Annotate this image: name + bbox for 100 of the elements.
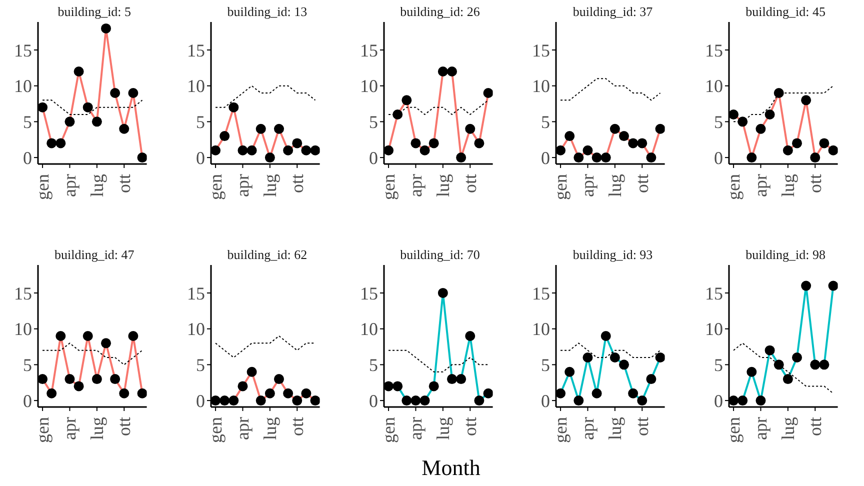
x-tick-label: apr — [750, 416, 771, 440]
point — [238, 145, 248, 156]
point — [210, 145, 220, 156]
point — [756, 124, 766, 134]
y-tick-label: 5 — [23, 112, 32, 132]
point — [646, 374, 657, 384]
point — [583, 145, 594, 156]
point — [310, 396, 320, 406]
point — [256, 396, 266, 406]
x-tick-label: apr — [232, 416, 253, 440]
y-tick-label: 10 — [705, 319, 724, 340]
chart-title: building_id: 70 — [399, 247, 481, 263]
y-tick-label: 5 — [541, 112, 550, 132]
point — [774, 88, 784, 98]
line-series — [388, 350, 488, 372]
point — [746, 366, 757, 377]
point — [74, 381, 84, 392]
point — [729, 396, 739, 406]
point — [738, 116, 748, 127]
point — [401, 396, 412, 406]
x-tick-label: gen — [724, 174, 744, 200]
point — [628, 388, 638, 398]
y-tick-label: 0 — [368, 390, 378, 411]
point — [110, 88, 120, 98]
x-tick-label: lug — [86, 416, 107, 440]
x-tick-label: lug — [86, 174, 107, 197]
point — [410, 396, 420, 406]
x-tick-label: gen — [32, 174, 53, 200]
x-tick-label: lug — [260, 174, 280, 197]
x-tick-label: apr — [405, 416, 426, 440]
x-tick-label: lug — [605, 174, 626, 197]
point — [610, 352, 620, 363]
point — [783, 374, 794, 384]
y-tick-label: 15 — [532, 40, 550, 60]
y-tick-label: 10 — [186, 76, 205, 96]
point — [46, 388, 57, 398]
y-tick-label: 5 — [714, 355, 724, 376]
point — [219, 131, 230, 142]
x-tick-label: gen — [32, 416, 53, 443]
point — [228, 102, 238, 112]
x-tick-label: apr — [578, 174, 598, 197]
point — [819, 360, 830, 370]
y-tick-label: 15 — [14, 283, 32, 304]
x-tick-label: gen — [550, 174, 571, 200]
point — [219, 396, 230, 406]
x-tick-label: apr — [405, 174, 426, 197]
y-tick-label: 15 — [186, 40, 205, 60]
point — [64, 374, 75, 384]
point — [92, 116, 102, 127]
chart-title: building_id: 47 — [53, 247, 136, 263]
y-tick-label: 10 — [360, 76, 378, 96]
chart-title: building_id: 26 — [399, 4, 481, 20]
y-tick-label: 10 — [532, 319, 550, 340]
point — [392, 381, 402, 392]
x-tick-label: ott — [286, 174, 307, 193]
point — [482, 88, 492, 98]
point — [764, 110, 775, 120]
y-tick-label: 0 — [714, 390, 724, 411]
point — [619, 360, 630, 370]
y-tick-label: 15 — [14, 40, 32, 60]
point — [474, 396, 484, 406]
point — [56, 331, 66, 341]
chart-title: building_id: 37 — [572, 4, 654, 20]
x-tick-label: gen — [205, 416, 226, 443]
x-tick-label: gen — [724, 416, 744, 443]
y-tick-label: 10 — [532, 76, 550, 96]
x-tick-label: apr — [750, 174, 771, 197]
x-tick-label: apr — [232, 174, 253, 197]
point — [456, 152, 466, 163]
point — [792, 352, 802, 363]
y-tick-label: 15 — [186, 283, 205, 304]
x-tick-label: ott — [114, 417, 134, 436]
x-tick-label: apr — [578, 416, 598, 440]
point — [228, 396, 238, 406]
point — [64, 116, 75, 127]
x-axis-title: Month — [420, 455, 482, 481]
point — [101, 338, 111, 348]
point — [556, 388, 566, 398]
y-tick-label: 15 — [705, 40, 724, 60]
point — [828, 280, 838, 291]
point — [128, 88, 138, 98]
point — [310, 145, 320, 156]
chart-title: building_id: 13 — [226, 4, 308, 20]
point — [746, 152, 757, 163]
point — [564, 366, 575, 377]
y-tick-label: 15 — [705, 283, 724, 304]
y-tick-label: 5 — [196, 112, 205, 132]
x-tick-label: gen — [550, 416, 571, 443]
point — [282, 145, 293, 156]
y-tick-label: 5 — [541, 355, 550, 376]
point — [619, 131, 630, 142]
y-tick-label: 0 — [714, 148, 724, 168]
point — [46, 138, 57, 148]
y-tick-label: 0 — [23, 390, 32, 411]
x-tick-label: lug — [605, 416, 626, 440]
line-series — [733, 342, 834, 394]
y-tick-label: 10 — [14, 319, 32, 340]
point — [300, 388, 311, 398]
point — [428, 138, 438, 148]
x-tick-label: lug — [260, 416, 280, 440]
